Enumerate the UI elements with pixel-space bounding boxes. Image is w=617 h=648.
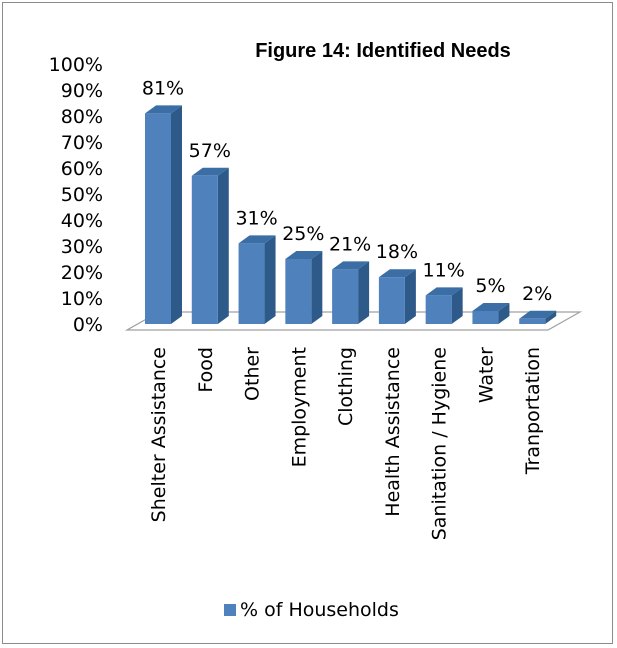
bar-side [264, 235, 276, 324]
x-tick-label: Shelter Assistance [148, 347, 170, 522]
bar-top [519, 310, 557, 319]
y-axis: 0% 10% 20% 30% 40% 50% 60% 70% 80% 90% 100% [49, 54, 103, 336]
bar [425, 287, 463, 324]
data-label: 2% [522, 283, 552, 305]
bars [145, 105, 557, 325]
legend-swatch [224, 604, 236, 616]
legend-label: % of Households [240, 599, 399, 621]
data-label: 25% [282, 223, 324, 245]
x-tick-label: Employment [288, 347, 310, 467]
bar [472, 303, 510, 324]
bar-chart: Figure 14: Identified Needs 0% 10% 20% 30% 4… [49, 40, 583, 621]
bar [519, 310, 557, 324]
chart-title: Figure 14: Identified Needs [255, 40, 511, 62]
bar-front [472, 311, 499, 324]
x-tick-label: Health Assistance [382, 347, 404, 517]
y-tick-label: 0% [73, 314, 103, 336]
bar-top [472, 303, 510, 311]
bar-side [451, 287, 463, 324]
bar-top [378, 269, 416, 278]
bar-front [378, 277, 405, 324]
x-tick-label: Tranportation [522, 347, 544, 475]
bar-front [145, 113, 171, 325]
bar-front [332, 269, 359, 324]
bar-top [191, 167, 229, 176]
bar-front [238, 243, 265, 324]
y-tick-label: 30% [61, 236, 103, 258]
data-label: 31% [235, 207, 277, 229]
data-label: 21% [329, 233, 371, 255]
bar [191, 167, 229, 324]
bar [145, 105, 182, 325]
y-tick-label: 10% [61, 288, 103, 310]
data-label: 11% [423, 259, 465, 281]
bar-front [285, 259, 312, 324]
bar [285, 251, 323, 324]
y-tick-label: 50% [61, 184, 103, 206]
bar-side [358, 261, 370, 324]
y-tick-label: 100% [49, 54, 103, 76]
bar-side [217, 167, 229, 324]
x-tick-label: Sanitation / Hygiene [429, 347, 451, 540]
bar-side [404, 269, 416, 324]
bar-front [191, 175, 218, 324]
bar-front [519, 318, 546, 324]
y-tick-label: 80% [61, 106, 103, 128]
x-tick-label: Clothing [335, 347, 357, 426]
bar [378, 269, 416, 324]
bar-side [171, 105, 182, 325]
y-tick-label: 60% [61, 158, 103, 180]
bar-top [425, 287, 463, 296]
bar-top [285, 251, 323, 259]
x-axis: Shelter Assistance Food Other Employment Clo… [148, 347, 544, 540]
bar-top [238, 235, 276, 244]
bar-side [545, 310, 557, 324]
data-label: 5% [475, 275, 505, 297]
bar-top [332, 261, 370, 270]
data-label: 57% [189, 140, 231, 162]
bar-front [425, 295, 452, 324]
bar-side [311, 251, 323, 324]
bar [238, 235, 276, 324]
legend: % of Households [224, 599, 399, 621]
y-tick-label: 90% [61, 80, 103, 102]
x-tick-label: Food [195, 347, 217, 393]
bar-side [498, 303, 510, 324]
data-label: 81% [142, 77, 184, 99]
data-label: 18% [376, 241, 418, 263]
x-tick-label: Water [475, 347, 497, 403]
y-tick-label: 40% [61, 210, 103, 232]
y-tick-label: 20% [61, 262, 103, 284]
y-tick-label: 70% [61, 132, 103, 154]
data-labels: 81% 57% 31%25% 21% 18%11% 5% 2% [142, 77, 552, 304]
bar-top [145, 105, 182, 114]
x-tick-label: Other [242, 347, 264, 401]
bar [332, 261, 370, 324]
